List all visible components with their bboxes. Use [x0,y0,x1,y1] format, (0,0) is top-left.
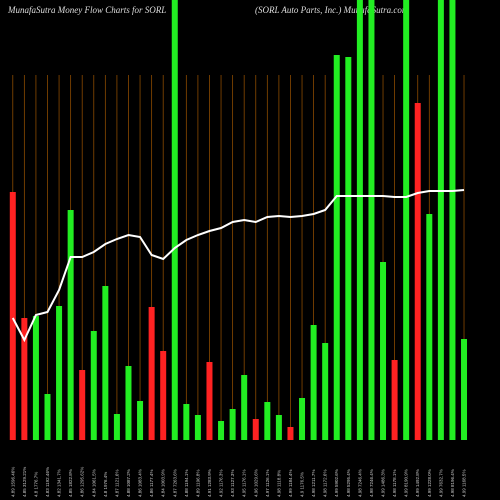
x-tick-label: 4.91 1283.9% [207,469,212,497]
bar [148,307,155,440]
x-tick-label: 4.98 1172.6% [323,470,328,497]
x-tick-label: 4.99 1228.0% [427,469,432,497]
bar [333,55,340,440]
bar [310,325,317,440]
bar [44,394,51,440]
bar [218,421,225,440]
x-tick-label: 4.98 7246.4% [357,469,362,497]
bar [391,360,398,440]
x-tick-label: 4.88 1087.2% [126,469,131,497]
x-tick-label: 4.86 1083.4% [138,469,143,497]
x-tick-label: 4.95 1176.1% [242,470,247,497]
bar [125,366,132,440]
x-tick-label: 4.84 1003.9% [161,469,166,497]
bar [345,57,352,440]
x-tick-label: 4.85 1822.8% [68,469,73,497]
bar [90,331,97,440]
bar [264,402,271,440]
bar [79,370,86,440]
x-tick-label: 4.98 1178.1% [392,470,397,497]
x-tick-label: 4.86 1177.4% [149,470,154,497]
x-tick-label: 4.92 1176.3% [219,470,224,497]
bar [137,401,144,440]
x-tick-label: 4.84 1061.5% [91,469,96,497]
x-tick-label: 4.99 1486.3% [381,469,386,497]
x-tick-label: 4.98 1211.7% [311,470,316,497]
chart-subtitle: (SORL Auto Parts, Inc.) MunafaSutra.com [255,5,409,15]
bar [241,375,248,440]
x-tick-label: 4.9 1176.5% [300,472,305,497]
bar [368,0,375,440]
bar [426,214,433,440]
x-tick-label: 4.99 7632.7% [438,469,443,497]
bar [403,0,410,440]
x-tick-label: 4.99 1168.5% [462,470,467,497]
x-tick-label: 4.96 1029.6% [253,469,258,497]
bar [437,0,444,440]
x-tick-label: 4.88 1194.1% [184,470,189,497]
x-tick-label: 4.98 5295.4% [346,469,351,497]
x-tick-label: 4.99 1184.4% [288,470,293,497]
x-tick-label: 4.89 1196.8% [195,470,200,497]
x-tick-label: 4.98 1118.8% [276,470,281,497]
bar [356,0,363,440]
bar [299,398,306,440]
bar [21,318,28,440]
bar [113,414,120,440]
bar [414,103,421,440]
x-tick-label: 4.97 1126.1% [265,470,270,497]
bar [380,262,387,440]
x-tick-label: 4.99 5902.6% [334,469,339,497]
x-tick-label: 4.99 1492.8% [415,469,420,497]
bar [160,351,167,440]
bar [449,0,456,440]
x-tick-label: 4.82 1341.7% [57,469,62,497]
bar [461,339,468,440]
bar [67,210,74,440]
bar [183,404,190,440]
bar [171,0,178,440]
x-tick-label: 4.87 1121.6% [114,470,119,497]
x-tick-label: 4.85 3129.21% [22,467,27,497]
bar [252,419,259,440]
bar [194,415,201,440]
bar [102,286,109,440]
bar [322,343,329,440]
bar [206,362,213,440]
bar [32,316,39,440]
x-tick-label: 4.87 7263.6% [172,469,177,497]
x-tick-label: 4.98 7246.4% [369,469,374,497]
x-tick-label: 4.89 1596.46% [10,467,15,497]
x-tick-label: 4.99 8190.9% [404,469,409,497]
bar [229,409,236,440]
x-tick-label: 4.8 1976.4% [103,472,108,497]
plot [9,0,468,440]
x-tick-label: 4.86 1295.62% [80,467,85,497]
bar [275,415,282,440]
x-tick-label: 4.93 1127.3% [230,470,235,497]
trend-line [11,189,465,343]
bar [56,306,63,440]
chart-title: MunafaSutra Money Flow Charts for SORL [7,5,166,15]
x-tick-label: 4.8 1776.7% [33,472,38,497]
x-tick-label: 4.83 1192.46% [45,467,50,497]
bar [9,192,16,440]
x-tick-label: 4.98 8196.4% [450,469,455,497]
bar [287,427,294,440]
